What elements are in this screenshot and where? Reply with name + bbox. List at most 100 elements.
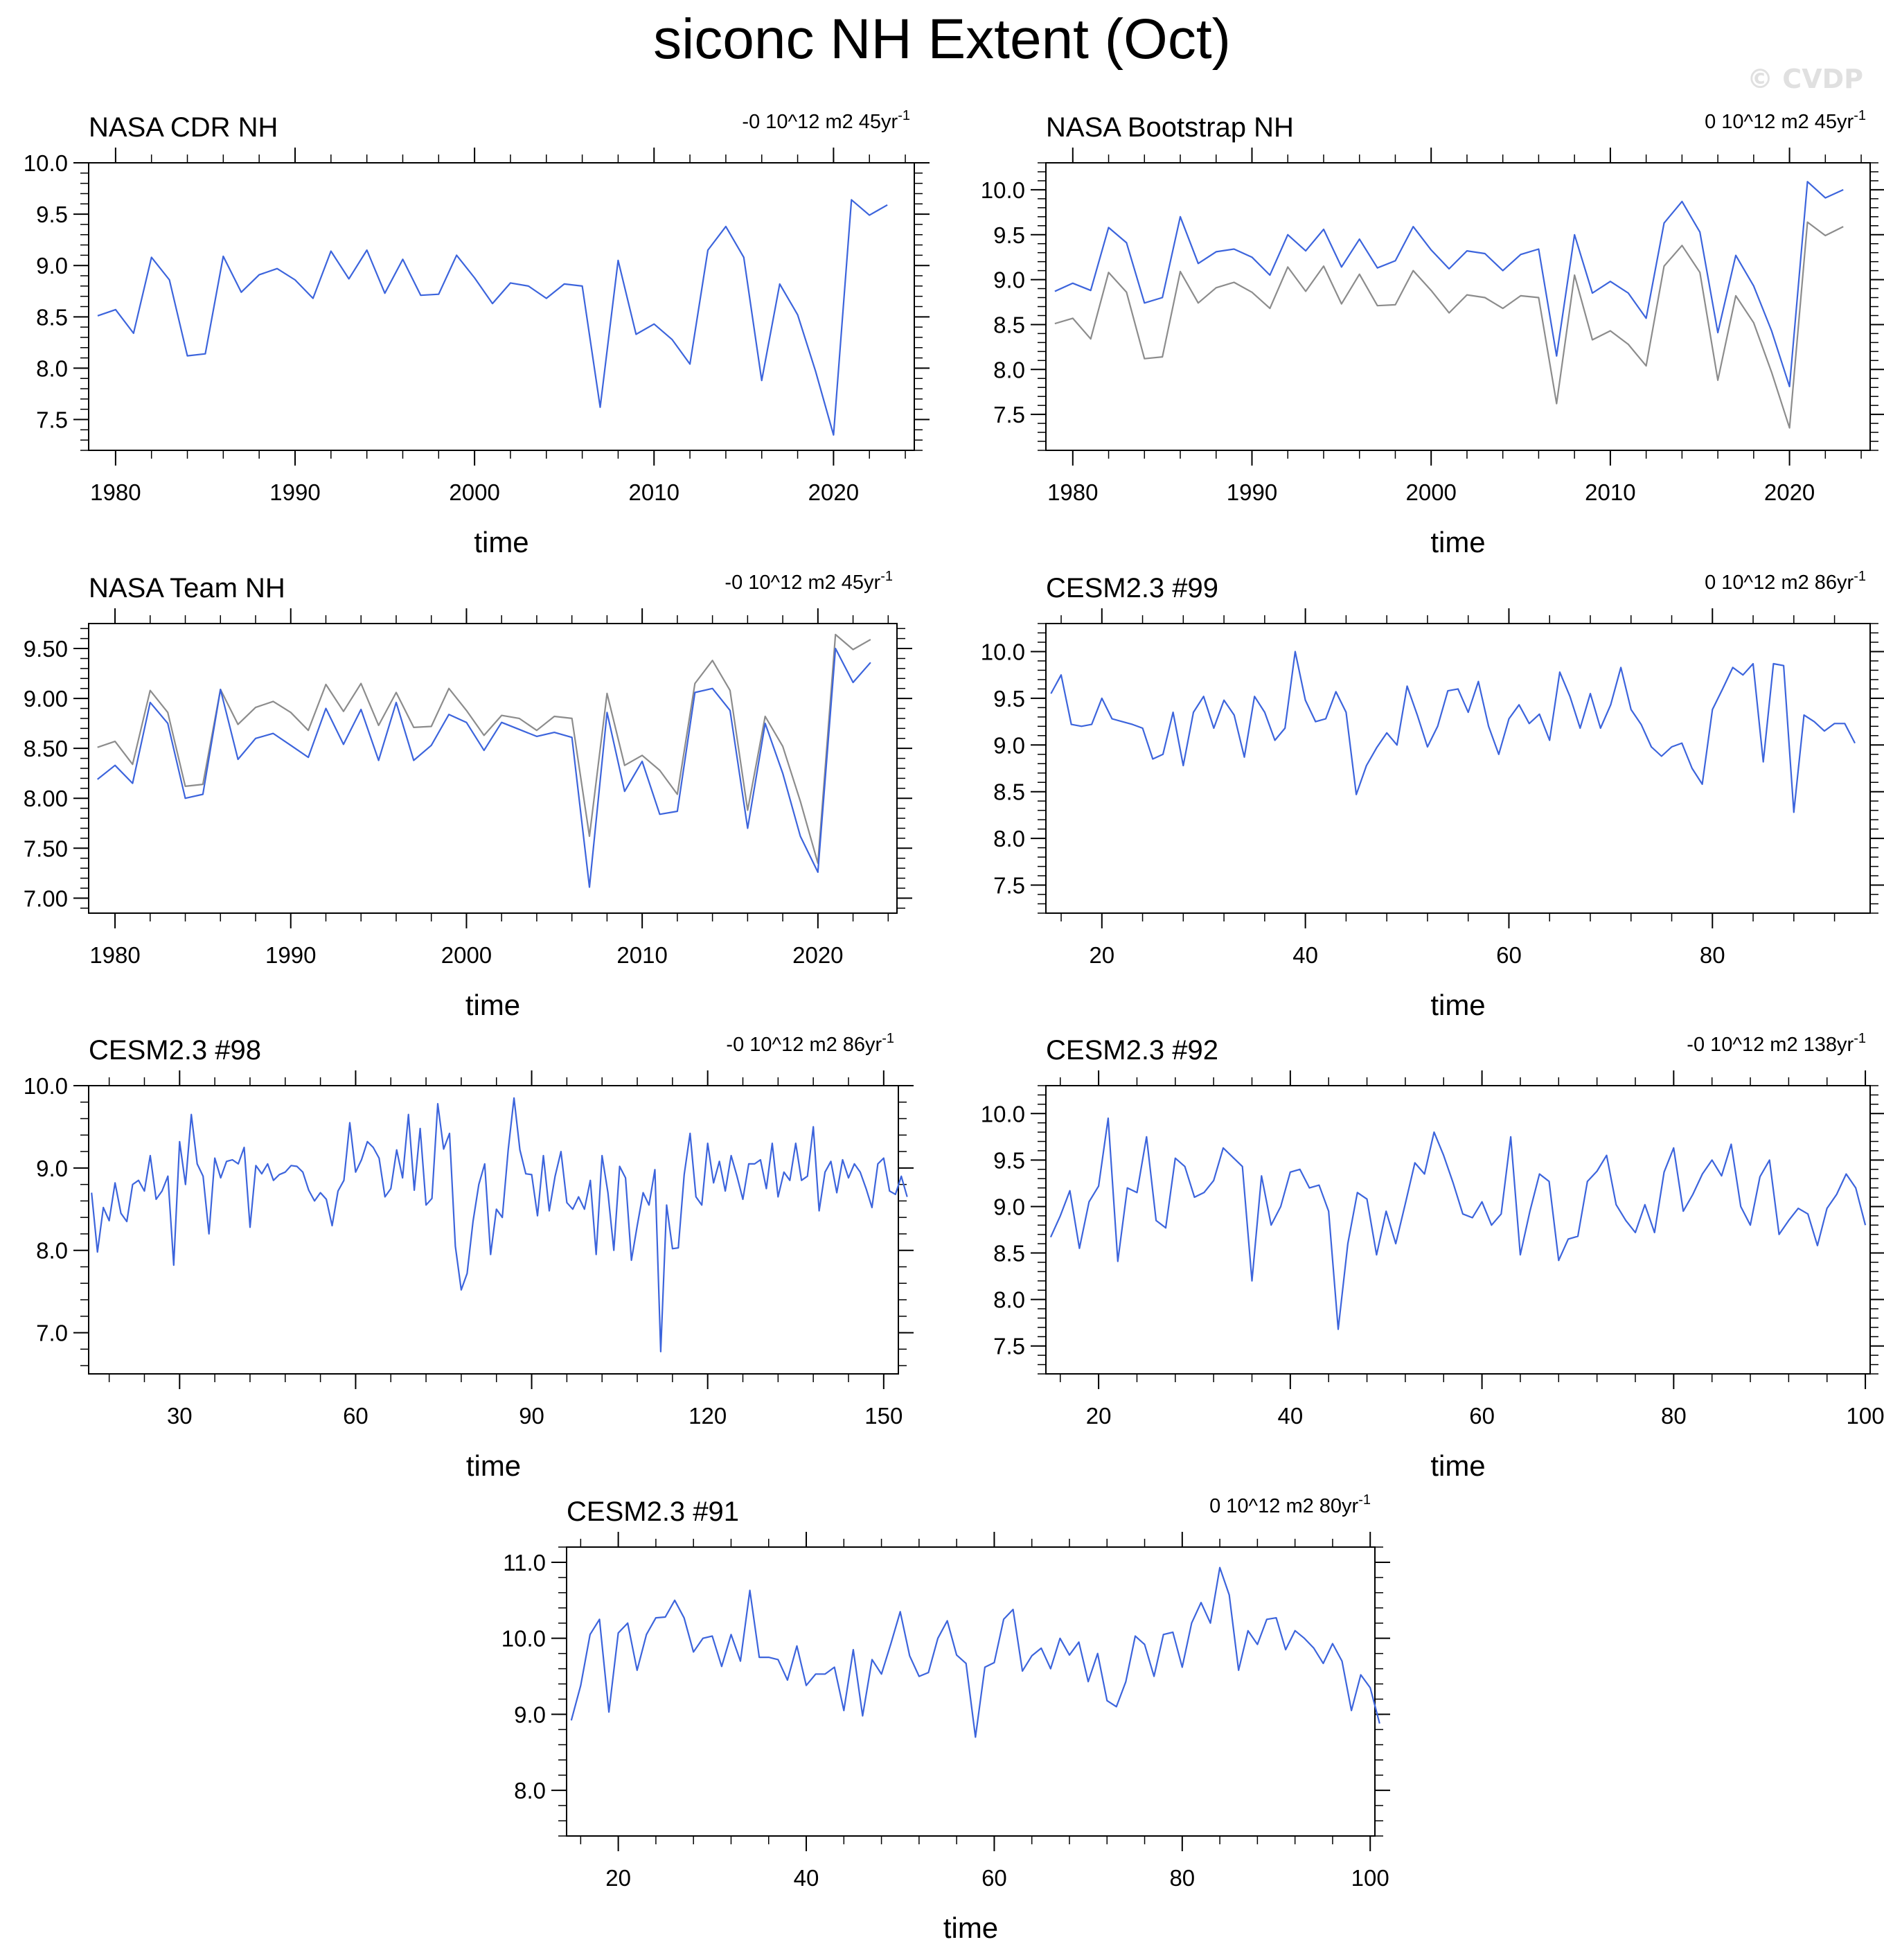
y-tick-label: 10.0 bbox=[24, 1073, 68, 1099]
y-tick-label: 8.00 bbox=[24, 786, 68, 811]
x-tick-label: 60 bbox=[981, 1865, 1007, 1891]
x-tick-label: 1990 bbox=[1227, 479, 1277, 505]
x-tick-label: 60 bbox=[343, 1403, 368, 1429]
x-tick-label: 20 bbox=[605, 1865, 631, 1891]
y-tick-label: 8.0 bbox=[36, 355, 68, 381]
y-tick-label: 10.0 bbox=[501, 1626, 546, 1652]
x-tick-label: 2020 bbox=[808, 479, 859, 505]
trend-label: 0 10^12 m2 45yr-1 bbox=[1705, 108, 1866, 133]
y-tick-label: 8.0 bbox=[993, 826, 1025, 851]
x-tick-label: 20 bbox=[1086, 1403, 1112, 1429]
x-tick-label: 40 bbox=[794, 1865, 819, 1891]
series-line-reference bbox=[1054, 221, 1844, 429]
y-tick-label: 9.5 bbox=[36, 202, 68, 227]
series-line-primary bbox=[97, 647, 871, 888]
y-tick-label: 9.5 bbox=[993, 1147, 1025, 1173]
y-tick-label: 8.0 bbox=[514, 1778, 546, 1803]
y-tick-label: 11.0 bbox=[503, 1550, 546, 1575]
x-tick-label: 2010 bbox=[1585, 479, 1635, 505]
series-line-primary bbox=[1049, 1117, 1867, 1330]
y-tick-label: 7.0 bbox=[36, 1321, 68, 1346]
y-tick-label: 10.0 bbox=[981, 177, 1025, 203]
x-axis-label: time bbox=[943, 1912, 998, 1944]
y-tick-label: 10.0 bbox=[981, 639, 1025, 664]
trend-exponent: -1 bbox=[882, 1031, 894, 1046]
x-tick-label: 2000 bbox=[441, 942, 492, 968]
trend-label: -0 10^12 m2 86yr-1 bbox=[726, 1031, 894, 1056]
trend-exponent: -1 bbox=[880, 569, 893, 584]
chart-panel-cesm-91: 8.0 9.0 10.0 11.0 20 40 60 80 100 CESM2.3 #91 0 10… bbox=[501, 1492, 1390, 1944]
series-line-primary bbox=[1054, 181, 1844, 388]
x-tick-label: 90 bbox=[519, 1403, 544, 1429]
trend-label: -0 10^12 m2 45yr-1 bbox=[725, 569, 893, 594]
x-tick-label: 2000 bbox=[449, 479, 499, 505]
chart-panel-nasa-cdr: 7.5 8.0 8.5 9.0 9.5 10.0 1980 1990 2000 2010 2020 N… bbox=[24, 108, 930, 558]
plot-frame bbox=[1045, 1085, 1871, 1375]
series-line-reference bbox=[97, 633, 871, 865]
x-tick-label: 2000 bbox=[1405, 479, 1456, 505]
y-tick-label: 8.5 bbox=[993, 779, 1025, 805]
y-tick-label: 9.0 bbox=[993, 267, 1025, 293]
chart-panel-nasa-bootstrap: 7.5 8.0 8.5 9.0 9.5 10.0 1980 1990 2000 2010 2020 N… bbox=[981, 108, 1884, 558]
y-tick-label: 7.5 bbox=[36, 407, 68, 433]
x-tick-label: 60 bbox=[1496, 942, 1522, 968]
y-tick-label: 8.50 bbox=[24, 736, 68, 761]
x-axis-label: time bbox=[465, 989, 520, 1021]
page-title: siconc NH Extent (Oct) bbox=[653, 8, 1231, 71]
x-tick-label: 100 bbox=[1847, 1403, 1884, 1429]
x-tick-label: 120 bbox=[688, 1403, 727, 1429]
y-tick-label: 9.50 bbox=[24, 636, 68, 662]
y-tick-label: 7.50 bbox=[24, 836, 68, 861]
trend-label: 0 10^12 m2 86yr-1 bbox=[1705, 569, 1866, 594]
y-tick-label: 9.5 bbox=[993, 686, 1025, 712]
y-tick-label: 8.5 bbox=[36, 304, 68, 330]
panel-title: CESM2.3 #92 bbox=[1046, 1035, 1218, 1066]
plot-frame bbox=[566, 1546, 1376, 1837]
trend-label: -0 10^12 m2 138yr-1 bbox=[1687, 1031, 1866, 1056]
x-axis-label: time bbox=[1430, 1449, 1485, 1482]
trend-exponent: -1 bbox=[1854, 108, 1866, 123]
y-tick-label: 9.00 bbox=[24, 686, 68, 712]
trend-exponent: -1 bbox=[1854, 1031, 1866, 1046]
y-tick-label: 9.0 bbox=[993, 732, 1025, 758]
y-tick-label: 7.5 bbox=[993, 1334, 1025, 1359]
x-tick-label: 2020 bbox=[792, 942, 843, 968]
y-tick-label: 7.5 bbox=[993, 402, 1025, 427]
x-axis-label: time bbox=[466, 1449, 521, 1482]
x-tick-label: 30 bbox=[167, 1403, 193, 1429]
x-tick-label: 40 bbox=[1277, 1403, 1303, 1429]
x-tick-label: 2010 bbox=[629, 479, 679, 505]
panel-title: NASA Team NH bbox=[89, 573, 285, 603]
chart-panel-nasa-team: 7.00 7.50 8.00 8.50 9.00 9.50 1980 1990 2000 2010… bbox=[24, 569, 912, 1021]
y-tick-label: 8.5 bbox=[993, 1241, 1025, 1266]
plot-frame bbox=[1045, 623, 1871, 914]
x-tick-label: 100 bbox=[1351, 1865, 1389, 1891]
x-tick-label: 1980 bbox=[90, 479, 141, 505]
panel-title: NASA CDR NH bbox=[89, 112, 278, 143]
y-tick-label: 9.0 bbox=[36, 253, 68, 279]
x-axis-label: time bbox=[1430, 989, 1485, 1021]
trend-exponent: -1 bbox=[1854, 569, 1866, 584]
trend-label: -0 10^12 m2 45yr-1 bbox=[742, 108, 910, 133]
panel-title: CESM2.3 #91 bbox=[567, 1497, 739, 1527]
y-tick-label: 8.5 bbox=[993, 312, 1025, 337]
x-tick-label: 1980 bbox=[1047, 479, 1098, 505]
x-tick-label: 80 bbox=[1700, 942, 1725, 968]
chart-panel-cesm-92: 7.5 8.0 8.5 9.0 9.5 10.0 20 40 60 80 100 CESM2.3 #9… bbox=[981, 1031, 1884, 1482]
series-line-primary bbox=[91, 1097, 908, 1353]
trend-exponent: -1 bbox=[1358, 1492, 1371, 1508]
trend-label: 0 10^12 m2 80yr-1 bbox=[1209, 1492, 1371, 1517]
series-line-primary bbox=[1050, 651, 1856, 813]
trend-exponent: -1 bbox=[898, 108, 910, 123]
x-tick-label: 150 bbox=[864, 1403, 903, 1429]
y-tick-label: 9.5 bbox=[993, 222, 1025, 248]
x-tick-label: 2010 bbox=[616, 942, 667, 968]
y-tick-label: 7.5 bbox=[993, 873, 1025, 899]
x-axis-label: time bbox=[474, 526, 528, 558]
x-tick-label: 80 bbox=[1169, 1865, 1195, 1891]
y-tick-label: 10.0 bbox=[24, 150, 68, 176]
y-tick-label: 9.0 bbox=[514, 1702, 546, 1727]
x-tick-label: 1980 bbox=[89, 942, 140, 968]
y-tick-label: 8.0 bbox=[36, 1238, 68, 1264]
